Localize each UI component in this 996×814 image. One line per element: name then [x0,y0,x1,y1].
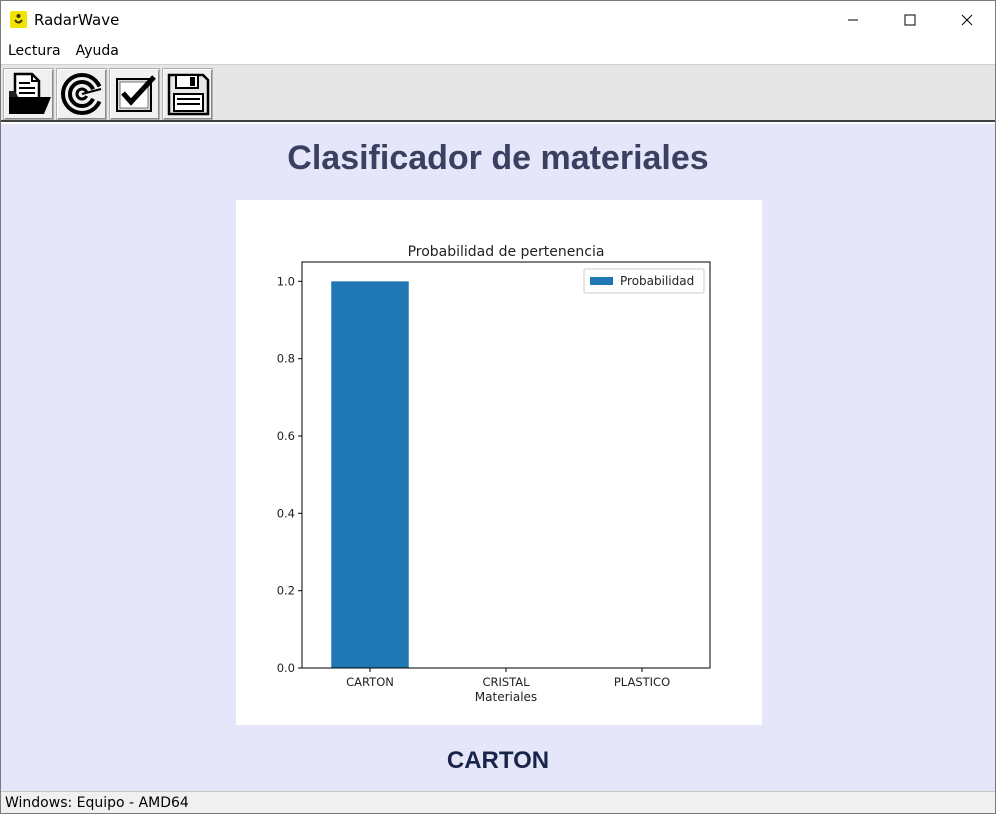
bar-carton [331,281,409,668]
minimize-button[interactable] [824,1,882,39]
toolbar [1,64,995,122]
maximize-button[interactable] [881,1,939,39]
y-tick-label: 0.2 [277,584,295,598]
y-tick-label: 0.6 [277,429,295,443]
menu-bar: Lectura Ayuda [1,39,995,63]
save-button[interactable] [162,68,213,120]
maximize-icon [904,14,916,26]
probability-chart: Probabilidad de pertenencia CARTON CRISTAL… [277,244,711,704]
save-disk-icon [167,73,209,116]
radar-scan-button[interactable] [56,68,107,120]
legend-label: Probabilidad [620,274,694,288]
radar-app-icon [10,11,27,28]
y-tick-label: 0.4 [277,506,295,520]
x-tick-label: PLASTICO [614,675,670,689]
close-button[interactable] [938,1,996,39]
title-bar: RadarWave [1,1,995,39]
radar-scan-icon [60,73,103,115]
x-tick-label: CARTON [346,675,394,689]
x-tick-label: CRISTAL [482,675,530,689]
page-title: Clasificador de materiales [287,139,709,177]
open-folder-icon [8,72,51,114]
verify-button[interactable] [109,68,160,120]
classification-result: CARTON [446,747,550,774]
minimize-icon [848,19,858,21]
x-axis-label: Materiales [475,690,537,704]
chart-panel: Probabilidad de pertenencia CARTON CRISTAL… [236,200,762,725]
open-file-button[interactable] [3,68,54,120]
legend-swatch [590,277,613,285]
menu-ayuda[interactable]: Ayuda [75,43,119,59]
chart-title: Probabilidad de pertenencia [408,244,605,260]
menu-lectura[interactable]: Lectura [8,43,61,59]
y-tick-label: 0.0 [277,661,295,675]
status-bar: Windows: Equipo - AMD64 [1,791,995,813]
plot-frame [301,261,711,669]
close-icon [961,14,973,26]
checkmark-icon [115,75,156,112]
y-tick-label: 0.8 [277,352,295,366]
legend-box [583,268,705,294]
y-tick-label: 1.0 [277,274,295,288]
main-area: Clasificador de materiales Probabilidad … [1,124,995,791]
window-title: RadarWave [34,11,120,29]
